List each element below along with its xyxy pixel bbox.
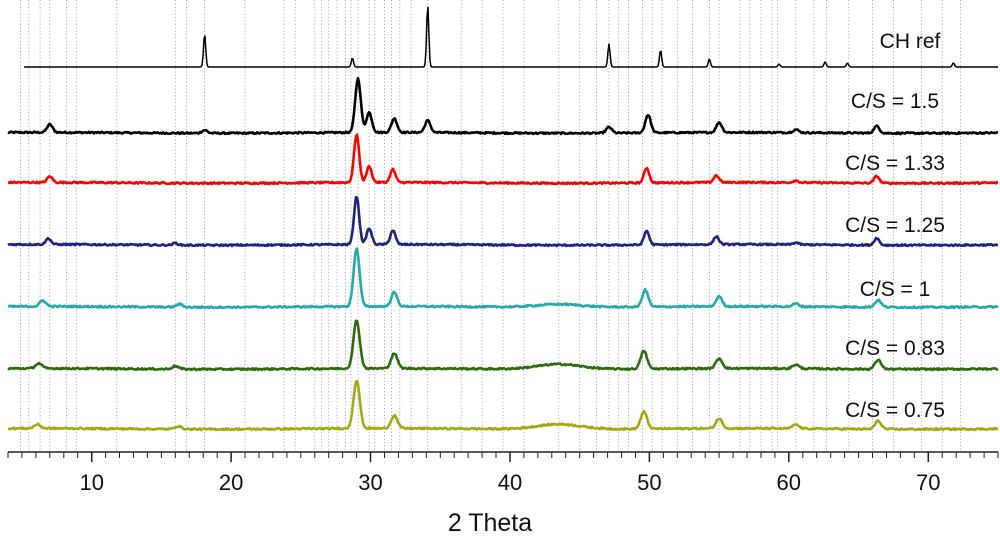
series-line [7, 379, 999, 432]
series-line [7, 76, 999, 136]
reference-lines [20, 0, 961, 452]
x-tick-label: 40 [498, 470, 522, 495]
x-axis-ticks: 10 20 30 40 50 60 70 [7, 452, 999, 495]
x-tick-label: 20 [219, 470, 243, 495]
x-tick-label: 70 [916, 470, 940, 495]
series-label: C/S = 0.83 [845, 337, 945, 360]
series-label: CH ref [880, 30, 941, 53]
series-line [7, 319, 999, 372]
series-label: C/S = 1.25 [845, 214, 945, 237]
series-label: C/S = 0.75 [845, 399, 945, 422]
series-line [7, 195, 999, 248]
series-line [7, 247, 999, 310]
x-axis-label: 2 Theta [448, 509, 532, 537]
x-tick-label: 30 [358, 470, 382, 495]
series-labels: CH ref C/S = 1.5 C/S = 1.33 C/S = 1.25 C/S =… [845, 30, 945, 422]
series-line [24, 6, 998, 68]
series-traces [7, 6, 999, 432]
x-tick-label: 50 [637, 470, 661, 495]
series-line [7, 133, 999, 186]
x-tick-label: 60 [777, 470, 801, 495]
x-tick-label: 10 [79, 470, 103, 495]
series-label: C/S = 1.33 [845, 152, 945, 175]
series-label: C/S = 1 [860, 278, 931, 301]
series-label: C/S = 1.5 [851, 90, 939, 113]
